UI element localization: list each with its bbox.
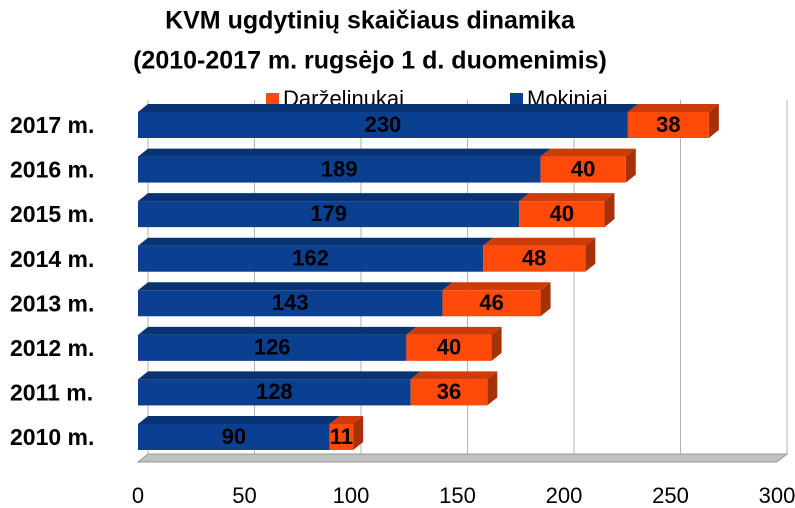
bar-top [540,148,636,157]
value-label: 143 [272,290,309,315]
bar-segment [483,237,596,272]
x-tick-label: 250 [652,483,689,508]
bar-side [585,237,596,272]
bar-top [138,282,453,291]
bar-side [604,193,615,228]
bar-top [138,237,494,246]
value-label: 126 [254,335,291,360]
bar-side [540,282,551,317]
bar-segment [138,237,494,272]
y-tick-label: 2012 m. [10,335,94,361]
y-tick-label: 2017 m. [10,112,94,138]
bar-side [353,416,364,450]
bar-side [487,371,498,406]
bar-top [138,148,551,157]
value-label: 179 [310,201,347,226]
bar [138,290,443,317]
bar-top [138,326,417,335]
x-tick-label: 150 [439,483,476,508]
bar-side [625,148,636,183]
legend-swatch [510,93,523,106]
bar [138,156,541,183]
bar [406,334,492,361]
bar-top [627,104,719,112]
chart-title: KVM ugdytinių skaičiaus dinamika [165,7,576,35]
x-tick-label: 300 [759,483,795,508]
y-tick-label: 2010 m. [10,424,94,450]
bar-segment [138,282,453,317]
y-tick-label: 2015 m. [10,201,94,227]
bar-segment [329,416,364,450]
bar-side [708,104,719,138]
bar-segment [627,104,719,138]
y-tick-label: 2016 m. [10,157,94,183]
bar [483,245,586,272]
bar-segment [519,193,615,228]
bar [138,201,520,228]
value-label: 128 [256,379,293,404]
bar [519,201,605,228]
y-tick-label: 2013 m. [10,290,94,316]
x-tick-label: 50 [232,483,256,508]
bar-segment [138,193,530,228]
bar-top [483,237,596,246]
bar-segment [410,371,498,406]
bar [442,290,541,317]
bar-segment [138,371,421,406]
chart-title: (2010-2017 m. rugsėjo 1 d. duomenimis) [133,47,607,75]
x-tick-label: 100 [333,483,370,508]
value-label: 230 [365,112,402,137]
bar-segment [442,282,551,317]
y-tick-label: 2014 m. [10,246,94,272]
value-label: 46 [479,290,503,315]
bar-top [442,282,551,291]
bar-side [491,326,502,361]
value-label: 36 [437,379,461,404]
x-tick-label: 200 [546,483,583,508]
bar [138,379,411,406]
bar-segment [406,326,502,361]
bar-segment [138,104,638,138]
floor [136,453,789,463]
value-label: 189 [321,156,358,181]
bar [138,112,628,138]
bar-top [138,193,530,202]
value-label: 40 [571,156,595,181]
bar-top [519,193,615,202]
bar [329,424,354,450]
bar [138,334,407,361]
bar [138,245,484,272]
value-label: 40 [550,201,574,226]
bar-top [138,416,340,424]
value-label: 48 [522,246,546,271]
x-tick-label: 0 [132,483,144,508]
value-label: 11 [330,424,353,449]
legend-swatch [266,93,279,106]
bar [138,424,330,450]
bar-segment [138,416,340,450]
bar-top [329,416,364,424]
value-label: 90 [222,424,246,449]
bar-segment [138,148,551,183]
value-label: 162 [292,246,329,271]
y-tick-label: 2011 m. [10,380,93,406]
bar [410,379,488,406]
bar [540,156,626,183]
value-label: 40 [437,335,461,360]
bar-top [138,371,421,380]
bar-segment [540,148,636,183]
value-label: 38 [656,112,680,137]
bar-top [410,371,498,380]
bar-top [406,326,502,335]
bar-segment [138,326,417,361]
bar-top [138,104,638,112]
bar [627,112,709,138]
